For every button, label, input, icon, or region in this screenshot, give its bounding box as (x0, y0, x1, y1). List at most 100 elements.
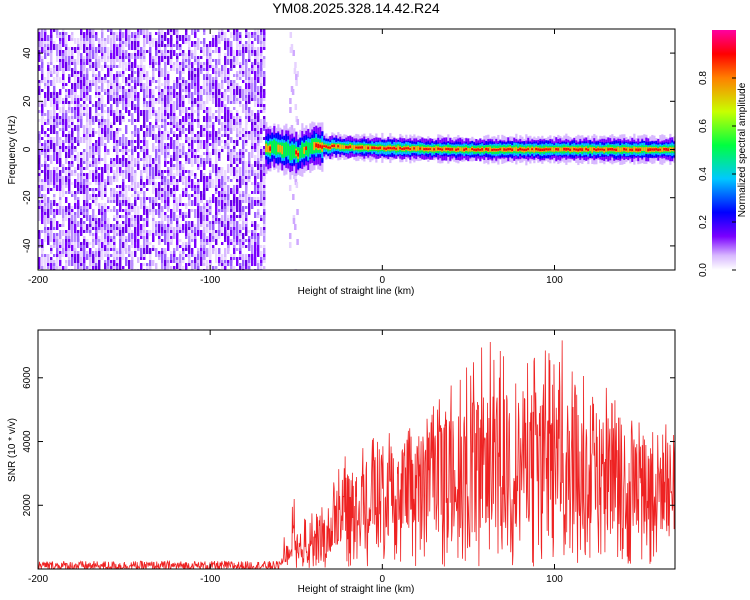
heatmap-cell (113, 59, 116, 68)
heatmap-cell (56, 113, 59, 116)
heatmap-cell (125, 158, 128, 167)
heatmap-cell (89, 203, 92, 209)
heatmap-cell (80, 152, 83, 155)
heatmap-cell (113, 116, 116, 122)
heatmap-cell (83, 176, 86, 179)
heatmap-cell (77, 152, 80, 161)
heatmap-cell (215, 74, 218, 77)
heatmap-cell (62, 233, 65, 236)
heatmap-cell (92, 83, 95, 86)
heatmap-cell (41, 56, 44, 59)
heatmap-cell (191, 113, 194, 116)
heatmap-cell (131, 41, 134, 44)
heatmap-cell (95, 167, 98, 170)
heatmap-cell (41, 230, 44, 233)
heatmap-cell (98, 122, 101, 125)
heatmap-cell (101, 41, 104, 47)
heatmap-cell (212, 113, 215, 119)
heatmap-cell (146, 35, 149, 44)
heatmap-cell (128, 254, 131, 257)
heatmap-cell (113, 146, 116, 149)
heatmap-cell (137, 56, 140, 59)
heatmap-cell (47, 218, 50, 224)
heatmap-cell (233, 230, 236, 239)
heatmap-cell (230, 233, 233, 236)
heatmap-cell (95, 74, 98, 77)
heatmap-cell (218, 68, 221, 71)
heatmap-cell (173, 101, 176, 104)
heatmap-cell (257, 155, 260, 158)
heatmap-cell (167, 242, 170, 251)
heatmap-cell (92, 263, 95, 266)
heatmap-cell (59, 230, 62, 239)
heatmap-cell (263, 128, 266, 131)
heatmap-cell (74, 224, 77, 233)
heatmap-cell (92, 116, 95, 125)
heatmap-cell (119, 98, 122, 101)
heatmap-cell (92, 128, 95, 131)
heatmap-cell (92, 131, 95, 137)
heatmap-cell (131, 44, 134, 50)
heatmap-cell (161, 29, 164, 35)
heatmap-cell (236, 164, 239, 167)
heatmap-cell (131, 143, 134, 146)
heatmap-cell (140, 125, 143, 128)
heatmap-cell (236, 209, 239, 212)
heatmap-cell (65, 266, 68, 270)
heatmap-cell (134, 239, 137, 242)
heatmap-cell (89, 65, 92, 68)
heatmap-cell (206, 122, 209, 128)
heatmap-cell (415, 146, 418, 152)
heatmap-cell (80, 218, 83, 224)
heatmap-cell (176, 68, 179, 71)
heatmap-cell (110, 158, 113, 161)
heatmap-cell (212, 164, 215, 173)
heatmap-cell (170, 47, 173, 50)
heatmap-cell (131, 104, 134, 110)
heatmap-cell (110, 110, 113, 116)
heatmap-cell (86, 242, 89, 248)
heatmap-cell (149, 62, 152, 65)
heatmap-cell (355, 146, 358, 149)
heatmap-cell (77, 206, 80, 209)
heatmap-cell (152, 239, 155, 242)
heatmap-cell (230, 266, 233, 269)
heatmap-cell (86, 122, 89, 125)
heatmap-cell (227, 260, 230, 263)
heatmap-cell (230, 119, 233, 122)
heatmap-cell (218, 173, 221, 182)
heatmap-cell (194, 239, 197, 248)
heatmap-cell (224, 170, 227, 179)
heatmap-cell (143, 245, 146, 248)
heatmap-cell (74, 242, 77, 248)
heatmap-cell (357, 146, 360, 149)
heatmap-cell (134, 158, 137, 164)
heatmap-cell (170, 242, 173, 245)
heatmap-cell (53, 266, 56, 269)
heatmap-cell (134, 107, 137, 110)
heatmap-cell (230, 137, 233, 143)
heatmap-cell (215, 176, 218, 185)
heatmap-cell (125, 194, 128, 197)
heatmap-cell (349, 145, 352, 148)
heatmap-cell (297, 152, 300, 157)
heatmap-cell (197, 113, 200, 116)
heatmap-cell (251, 77, 254, 83)
heatmap-cell (53, 200, 56, 206)
heatmap-cell (182, 176, 185, 185)
heatmap-cell (591, 147, 594, 153)
heatmap-cell (239, 77, 242, 80)
heatmap-cell (47, 149, 50, 152)
heatmap-cell (89, 95, 92, 104)
heatmap-cell (227, 194, 230, 200)
heatmap-cell (197, 101, 200, 104)
heatmap-cell (260, 50, 263, 53)
heatmap-cell (164, 152, 167, 158)
heatmap-cell (164, 203, 167, 206)
heatmap-cell (541, 148, 544, 151)
heatmap-cell (50, 29, 53, 38)
heatmap-cell (152, 167, 155, 176)
heatmap-cell (80, 227, 83, 230)
heatmap-cell (197, 233, 200, 236)
heatmap-cell (224, 236, 227, 239)
